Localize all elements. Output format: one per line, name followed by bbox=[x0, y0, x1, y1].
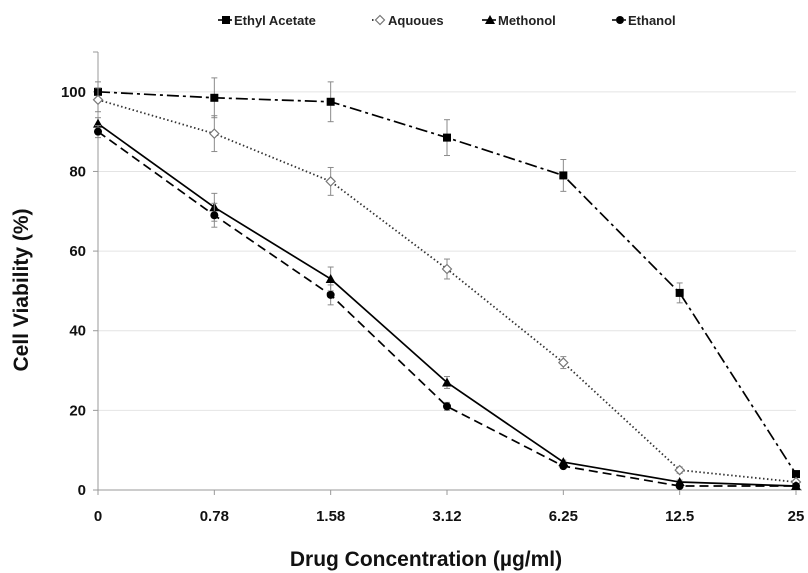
legend-label: Ethanol bbox=[628, 13, 676, 28]
data-point bbox=[92, 94, 104, 106]
data-point bbox=[326, 97, 335, 106]
x-tick-label: 0.78 bbox=[200, 508, 229, 525]
data-point bbox=[675, 288, 684, 297]
y-tick-label: 80 bbox=[69, 163, 86, 180]
data-point bbox=[443, 133, 451, 142]
series-line bbox=[97, 130, 796, 487]
y-tick-label: 0 bbox=[78, 482, 86, 499]
data-point bbox=[792, 482, 800, 491]
data-point bbox=[559, 462, 568, 471]
data-point bbox=[441, 263, 453, 275]
x-axis-title: Drug Concentration (µg/ml) bbox=[290, 548, 562, 571]
legend-label: Ethyl Acetate bbox=[234, 13, 316, 28]
legend-item-ethyl-acetate: Ethyl Acetate bbox=[218, 13, 316, 28]
series-line bbox=[97, 98, 797, 483]
data-point bbox=[675, 482, 684, 491]
legend-marker bbox=[485, 15, 495, 24]
series-methonol bbox=[93, 117, 801, 491]
x-tick-label: 12.5 bbox=[665, 508, 694, 525]
data-point bbox=[208, 128, 220, 139]
legend-item-ethanol: Ethanol bbox=[612, 13, 676, 28]
y-tick-label: 40 bbox=[69, 323, 86, 340]
y-tick-label: 60 bbox=[69, 243, 86, 260]
x-tick-label: 6.25 bbox=[549, 508, 578, 525]
data-point bbox=[443, 402, 451, 411]
series-line bbox=[97, 122, 797, 487]
y-axis-title: Cell Viability (%) bbox=[10, 209, 33, 372]
data-point bbox=[557, 357, 569, 368]
legend-label: Methonol bbox=[498, 13, 556, 28]
y-tick-label: 100 bbox=[61, 84, 86, 101]
data-point bbox=[325, 176, 337, 187]
data-point bbox=[674, 464, 686, 476]
x-tick-label: 25 bbox=[788, 508, 805, 525]
data-point bbox=[792, 470, 800, 479]
legend-item-aquoues: Aquoues bbox=[372, 13, 444, 28]
x-tick-label: 3.12 bbox=[432, 508, 461, 525]
data-point bbox=[210, 93, 219, 102]
data-point bbox=[94, 127, 102, 136]
y-tick-label: 20 bbox=[69, 402, 86, 419]
data-point bbox=[442, 377, 452, 387]
legend-marker bbox=[374, 14, 386, 26]
legend-marker bbox=[222, 16, 230, 24]
legend-item-methonol: Methonol bbox=[482, 13, 556, 28]
axes: 0 20 40 60 80 100 0 0.78 1.58 3.12 6.25 12.5 25 bbox=[61, 51, 805, 525]
legend-marker bbox=[616, 16, 624, 24]
series-layer bbox=[92, 77, 802, 491]
data-point bbox=[559, 171, 568, 180]
legend-label: Aquoues bbox=[388, 13, 444, 28]
x-tick-label: 0 bbox=[94, 508, 102, 525]
series-ethyl-acetate bbox=[94, 77, 800, 479]
x-tick-label: 1.58 bbox=[316, 508, 345, 525]
series-ethanol bbox=[94, 125, 800, 491]
legend: Ethyl Acetate Aquoues Methonol Ethanol bbox=[218, 13, 676, 28]
data-point bbox=[325, 273, 336, 283]
data-point bbox=[326, 290, 335, 299]
data-point bbox=[210, 211, 219, 220]
